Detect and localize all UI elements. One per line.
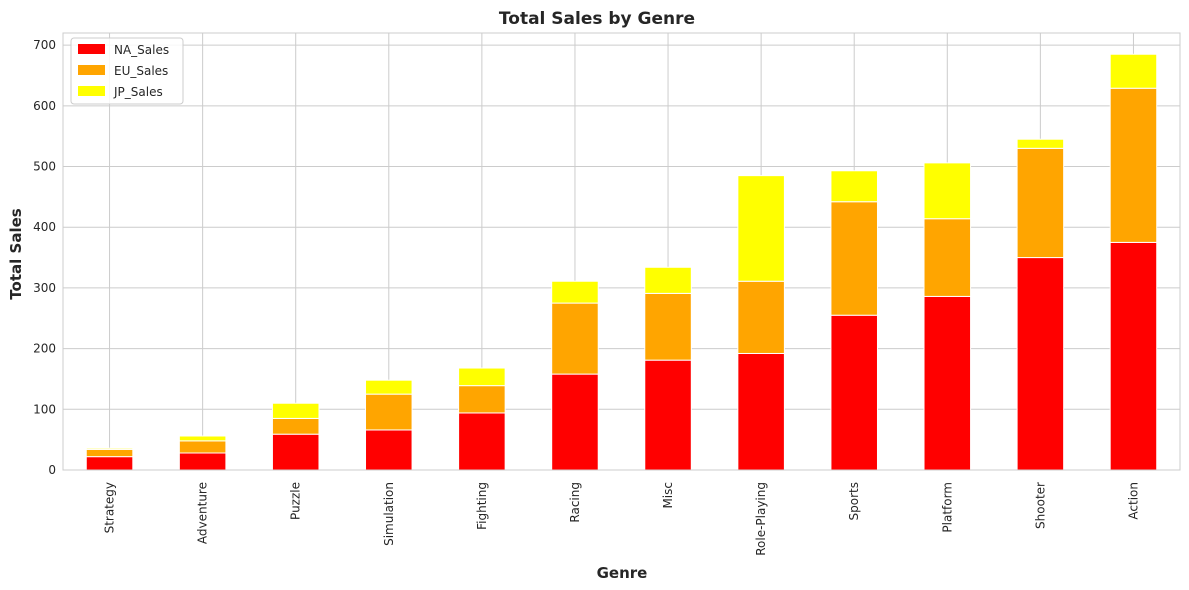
y-tick-label: 400 xyxy=(33,220,56,234)
legend-label: EU_Sales xyxy=(114,64,168,78)
y-tick-label: 100 xyxy=(33,402,56,416)
y-tick-label: 0 xyxy=(48,463,56,477)
y-tick-label: 200 xyxy=(33,342,56,356)
legend-swatch xyxy=(78,65,105,75)
bar-na-sales-adventure xyxy=(178,452,227,471)
bar-na-sales-strategy xyxy=(85,456,134,471)
bar-eu-sales-shooter xyxy=(1016,147,1065,259)
x-tick-label: Strategy xyxy=(103,482,117,533)
x-tick-label: Sports xyxy=(847,482,861,520)
bar-eu-sales-fighting xyxy=(458,385,506,414)
bars xyxy=(85,53,1158,471)
x-tick-label: Platform xyxy=(940,482,954,533)
bar-eu-sales-adventure xyxy=(178,440,227,454)
bar-na-sales-simulation xyxy=(365,429,413,471)
bar-jp-sales-platform xyxy=(923,162,972,220)
bar-eu-sales-racing xyxy=(551,302,599,375)
bar-na-sales-racing xyxy=(551,373,599,471)
x-tick-labels: Strategy Adventure Puzzle Simulation Fightin… xyxy=(103,482,1141,556)
x-tick-label: Misc xyxy=(661,482,675,509)
bar-jp-sales-role-playing xyxy=(737,175,785,282)
bar-eu-sales-simulation xyxy=(365,393,413,431)
bar-eu-sales-sports xyxy=(830,201,878,316)
bar-na-sales-shooter xyxy=(1016,257,1065,471)
bar-jp-sales-puzzle xyxy=(271,402,320,419)
y-tick-label: 700 xyxy=(33,38,56,52)
x-tick-label: Shooter xyxy=(1033,482,1047,529)
legend-label: NA_Sales xyxy=(114,43,169,57)
x-tick-label: Action xyxy=(1126,482,1140,520)
bar-eu-sales-puzzle xyxy=(271,417,320,435)
bar-jp-sales-action xyxy=(1109,53,1158,89)
bar-eu-sales-misc xyxy=(644,292,692,361)
legend-label: JP_Sales xyxy=(113,85,163,99)
bar-jp-sales-simulation xyxy=(365,379,413,395)
x-axis-label: Genre xyxy=(597,564,648,582)
bar-eu-sales-role-playing xyxy=(737,280,785,354)
chart-title: Total Sales by Genre xyxy=(499,9,695,29)
plot-frame xyxy=(62,32,1181,471)
x-tick-label: Role-Playing xyxy=(754,482,768,556)
bar-na-sales-fighting xyxy=(458,412,506,471)
bar-eu-sales-action xyxy=(1109,87,1158,243)
x-tick-label: Simulation xyxy=(382,482,396,546)
bar-jp-sales-adventure xyxy=(178,435,227,442)
y-axis-label: Total Sales xyxy=(7,208,25,299)
x-tick-label: Fighting xyxy=(475,482,489,530)
bar-na-sales-platform xyxy=(923,295,972,471)
x-tick-label: Racing xyxy=(568,482,582,523)
y-tick-label: 600 xyxy=(33,99,56,113)
bar-na-sales-action xyxy=(1109,241,1158,471)
bar-jp-sales-sports xyxy=(830,170,878,203)
bar-jp-sales-shooter xyxy=(1016,138,1065,149)
bar-eu-sales-platform xyxy=(923,218,972,297)
x-tick-label: Puzzle xyxy=(289,482,303,520)
y-tick-label: 500 xyxy=(33,160,56,174)
legend: NA_Sales EU_Sales JP_Sales xyxy=(70,37,184,105)
bar-jp-sales-fighting xyxy=(458,367,506,387)
bar-na-sales-sports xyxy=(830,314,878,471)
legend-swatch xyxy=(78,86,105,96)
x-tick-label: Adventure xyxy=(196,482,210,544)
bar-jp-sales-racing xyxy=(551,280,599,304)
legend-swatch xyxy=(78,44,105,54)
bar-jp-sales-misc xyxy=(644,266,692,294)
y-tick-labels: 0 100 200 300 400 500 600 700 xyxy=(33,38,56,477)
y-tick-label: 300 xyxy=(33,281,56,295)
bar-na-sales-puzzle xyxy=(271,433,320,471)
bar-na-sales-misc xyxy=(644,359,692,471)
bar-na-sales-role-playing xyxy=(737,352,785,471)
bar-jp-sales-strategy xyxy=(85,447,134,450)
bar-eu-sales-strategy xyxy=(85,448,134,458)
